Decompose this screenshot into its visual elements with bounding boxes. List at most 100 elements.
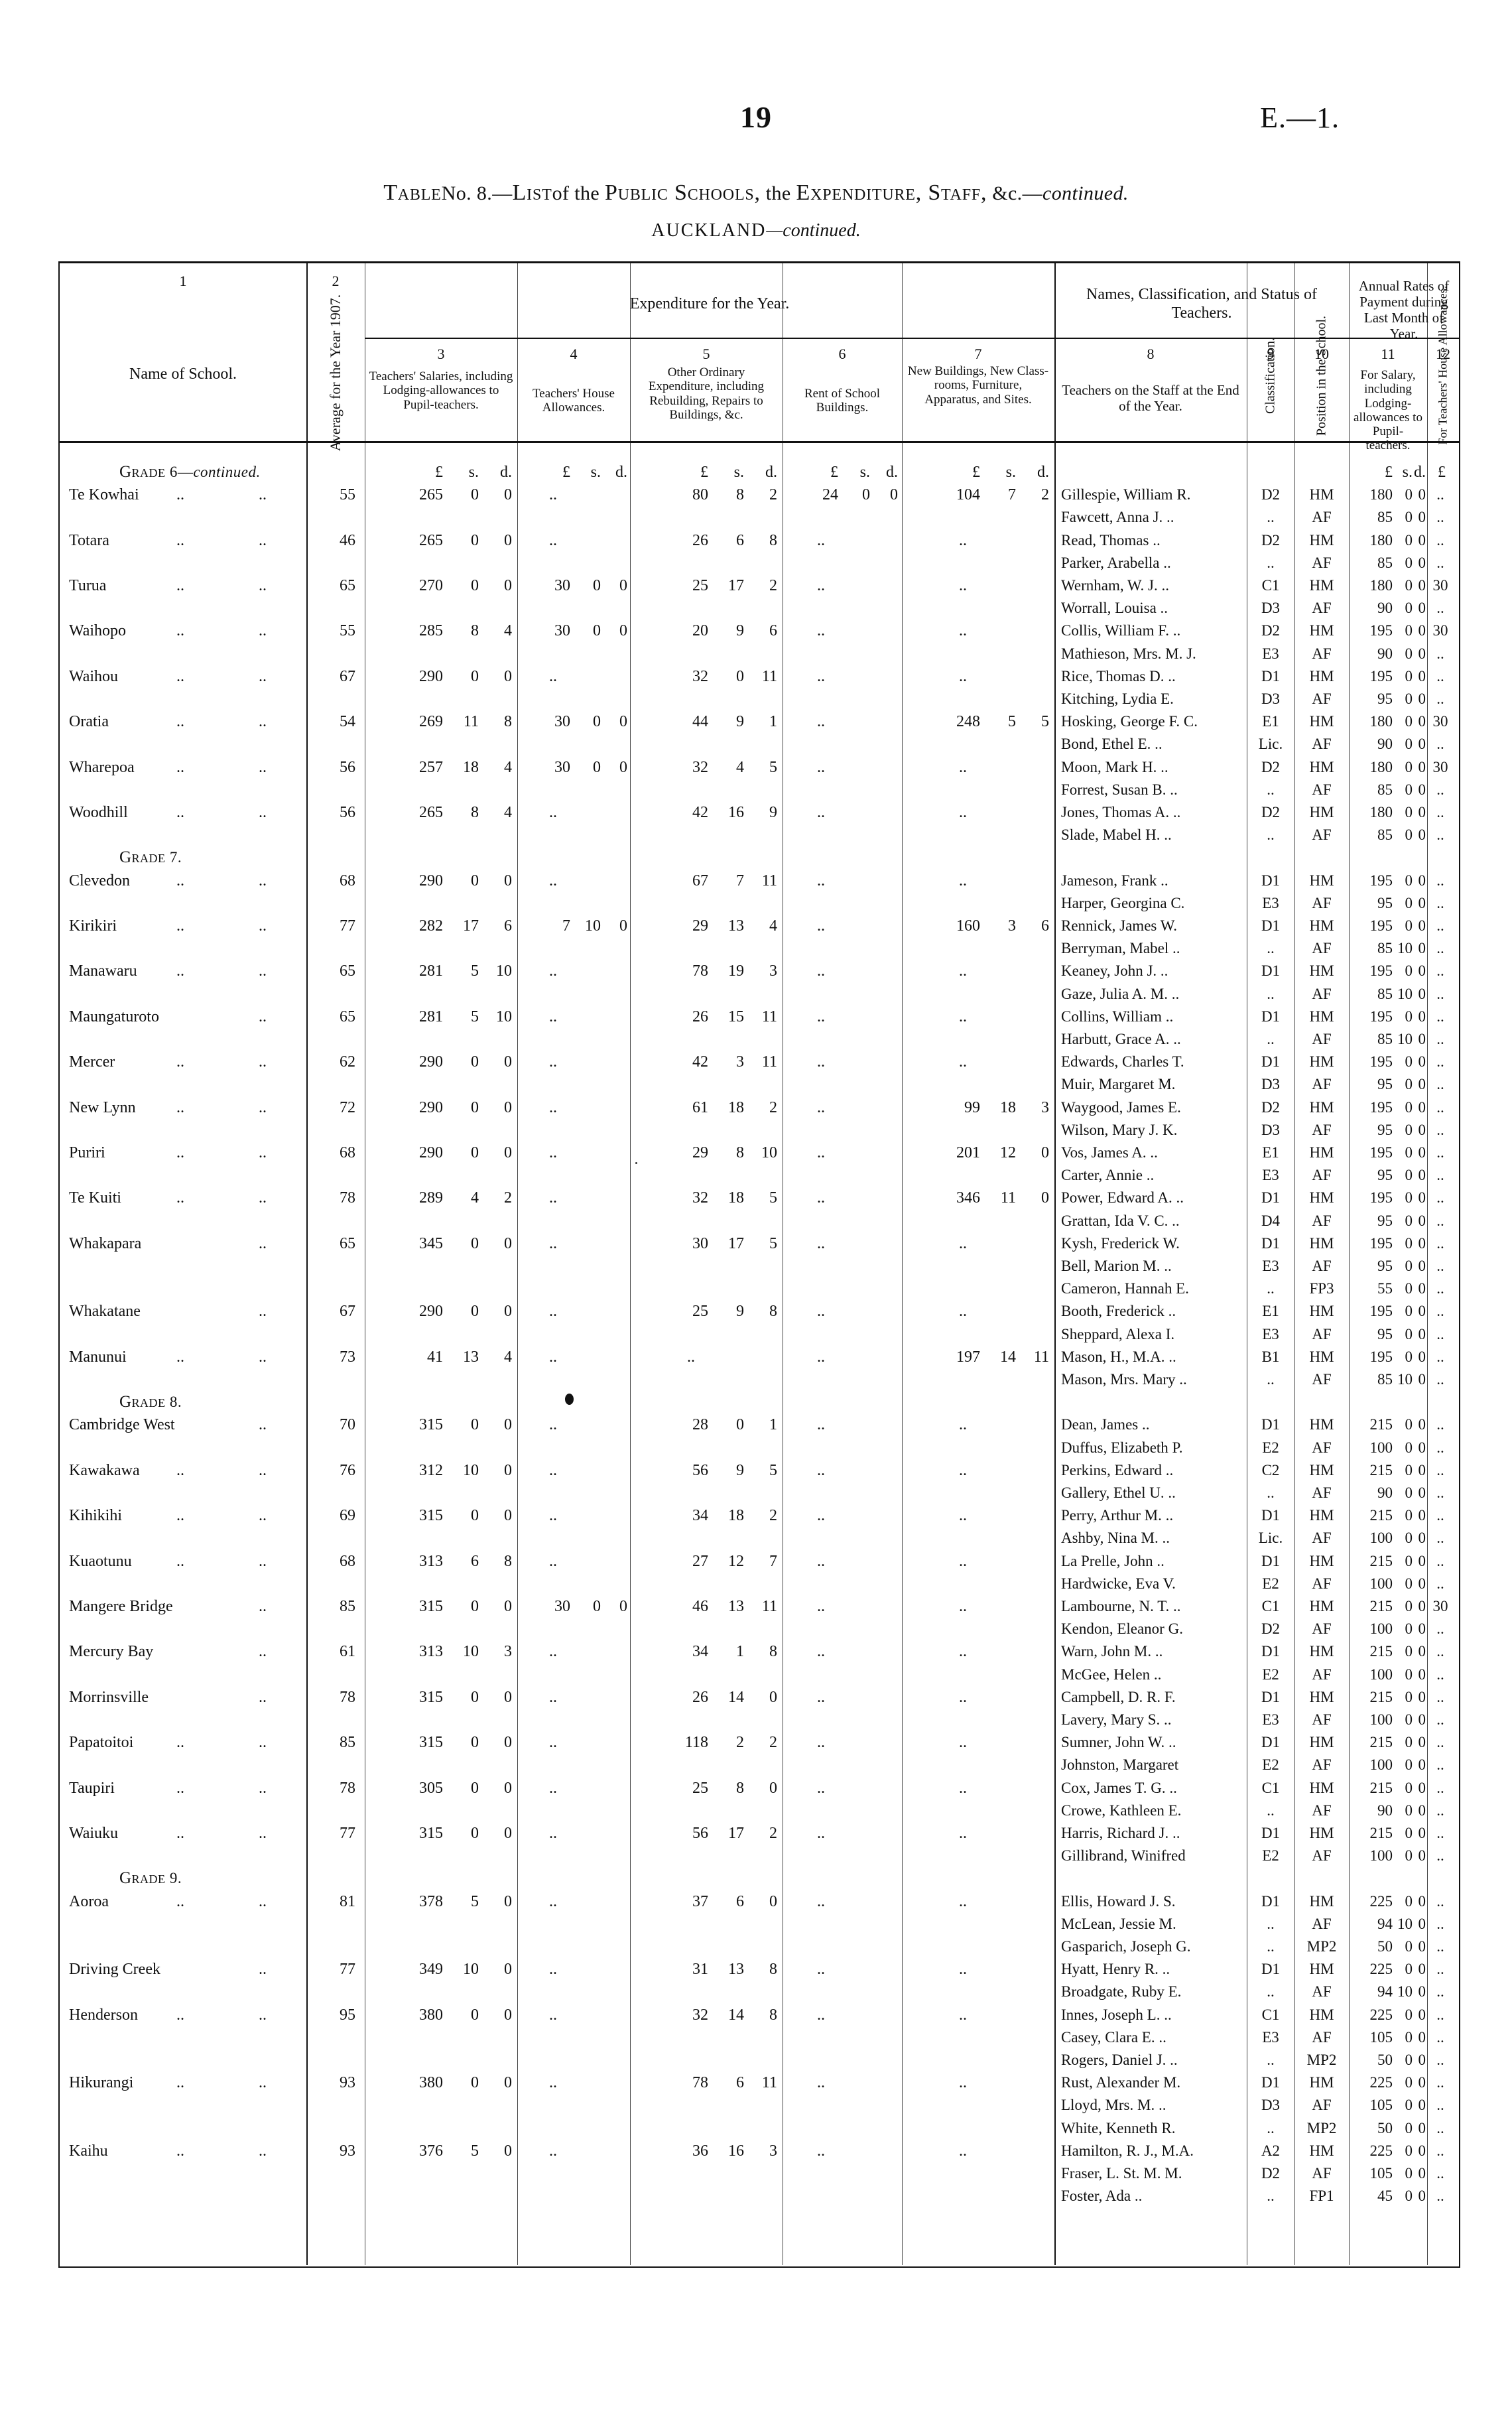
new-buildings-empty: .. bbox=[959, 1008, 967, 1025]
other-ordinary-expenditure-pounds: 67 bbox=[692, 872, 708, 889]
other-ordinary-expenditure-pounds: 44 bbox=[692, 713, 708, 731]
teacher-salary-pounds: 195 bbox=[1369, 1348, 1393, 1365]
teacher-salary-shillings: 0 bbox=[1405, 1734, 1413, 1751]
school-name: Oratia bbox=[69, 713, 109, 731]
teacher-position: AF bbox=[1312, 1847, 1332, 1865]
teachers-salaries-shillings: 18 bbox=[463, 758, 479, 776]
teachers-house-allowance-empty: .. bbox=[549, 1189, 557, 1207]
teachers-house-allowance-pounds: 30 bbox=[554, 622, 570, 640]
header-col-for-house-allowances: For Teachers' House Allowances. bbox=[1436, 285, 1450, 445]
teachers-salaries-pence: 0 bbox=[504, 1507, 512, 1525]
teacher-position: HM bbox=[1309, 1416, 1334, 1433]
teachers-salaries-pounds: 290 bbox=[419, 1144, 443, 1161]
other-ordinary-expenditure-pence: 9 bbox=[769, 804, 777, 821]
teacher-salary-pounds: 94 bbox=[1377, 1915, 1393, 1932]
school-name-leader-dots: .. bbox=[176, 1144, 184, 1161]
teachers-salaries-pounds: 313 bbox=[419, 1643, 443, 1661]
teachers-salaries-pounds: 290 bbox=[419, 667, 443, 685]
teacher-name: Fraser, L. St. M. M. bbox=[1061, 2165, 1182, 2182]
school-name: Manunui bbox=[69, 1348, 127, 1366]
teacher-position: HM bbox=[1309, 758, 1334, 775]
teacher-salary-pence: 0 bbox=[1418, 2028, 1426, 2046]
teachers-salaries-shillings: 10 bbox=[463, 1461, 479, 1479]
new-buildings-empty: .. bbox=[959, 1053, 967, 1071]
teacher-salary-shillings: 0 bbox=[1405, 1212, 1413, 1229]
teacher-position: AF bbox=[1312, 1756, 1332, 1774]
teacher-salary-pounds: 195 bbox=[1369, 1144, 1393, 1161]
teachers-salaries-pounds: 41 bbox=[427, 1348, 443, 1366]
header-col-number-10: 10 bbox=[1314, 346, 1329, 362]
teacher-salary-pence: 0 bbox=[1418, 1552, 1426, 1569]
teacher-name: Lambourne, N. T. .. bbox=[1061, 1598, 1181, 1614]
teacher-name: Lloyd, Mrs. M. .. bbox=[1061, 2097, 1166, 2114]
school-name: Waiuku bbox=[69, 1825, 119, 1842]
other-ordinary-expenditure-pence: 0 bbox=[769, 1688, 777, 1706]
teacher-classification: D1 bbox=[1261, 872, 1281, 889]
teacher-house-allowance-empty: .. bbox=[1436, 531, 1444, 549]
new-buildings-empty: .. bbox=[959, 1734, 967, 1752]
teachers-salaries-pounds: 315 bbox=[419, 1825, 443, 1842]
new-buildings-empty: .. bbox=[959, 758, 967, 776]
teacher-house-allowance-empty: .. bbox=[1436, 509, 1444, 526]
other-ordinary-expenditure-shillings: 1 bbox=[736, 1643, 744, 1661]
teacher-name: Fawcett, Anna J. .. bbox=[1061, 509, 1174, 526]
teacher-classification: .. bbox=[1267, 1915, 1275, 1932]
teacher-salary-pence: 0 bbox=[1418, 1983, 1426, 2000]
teacher-name: Lavery, Mary S. .. bbox=[1061, 1711, 1172, 1728]
teacher-house-allowance-empty: .. bbox=[1436, 1234, 1444, 1252]
teachers-salaries-shillings: 0 bbox=[471, 2006, 479, 2024]
teachers-salaries-pounds: 265 bbox=[419, 531, 443, 549]
teacher-salary-shillings: 0 bbox=[1405, 2006, 1413, 2023]
teacher-house-allowance-empty: .. bbox=[1436, 1325, 1444, 1342]
school-name-trailing-dots: .. bbox=[259, 1348, 267, 1366]
teacher-salary-pounds: 195 bbox=[1369, 917, 1393, 934]
school-name-leader-dots: .. bbox=[176, 531, 184, 549]
teacher-house-allowance-empty: .. bbox=[1436, 985, 1444, 1002]
teacher-position: AF bbox=[1312, 1439, 1332, 1456]
ink-speck-artifact bbox=[635, 1162, 637, 1165]
teacher-position: AF bbox=[1312, 1711, 1332, 1728]
teachers-salaries-pounds: 315 bbox=[419, 1688, 443, 1706]
teacher-salary-pounds: 45 bbox=[1377, 2188, 1393, 2205]
header-col-average-for-year: Average for the Year 1907. bbox=[327, 294, 344, 452]
teachers-house-allowance-empty: .. bbox=[549, 1688, 557, 1706]
header-col-number-5: 5 bbox=[702, 346, 710, 362]
other-ordinary-expenditure-pence: 11 bbox=[761, 1008, 777, 1025]
money-symbol-shillings-c7: s. bbox=[1005, 464, 1016, 481]
other-ordinary-expenditure-shillings: 9 bbox=[736, 1461, 744, 1479]
teacher-salary-pence: 0 bbox=[1418, 1053, 1426, 1071]
average-attendance: 68 bbox=[340, 1552, 355, 1570]
teacher-house-allowance-empty: .. bbox=[1436, 1212, 1444, 1229]
teachers-salaries-pounds: 380 bbox=[419, 2006, 443, 2024]
school-name-trailing-dots: .. bbox=[259, 1598, 267, 1615]
teacher-classification: D1 bbox=[1261, 1643, 1281, 1660]
school-name-leader-dots: .. bbox=[176, 1825, 184, 1842]
teachers-salaries-pence: 0 bbox=[504, 2074, 512, 2092]
teachers-house-allowance-pence: 0 bbox=[619, 917, 627, 935]
other-ordinary-expenditure-pence: 2 bbox=[769, 577, 777, 594]
teacher-position: AF bbox=[1312, 1983, 1332, 2000]
teachers-salaries-shillings: 5 bbox=[471, 1892, 479, 1910]
teacher-salary-pounds: 195 bbox=[1369, 667, 1393, 685]
new-buildings-shillings: 12 bbox=[1000, 1144, 1016, 1161]
teachers-salaries-pounds: 290 bbox=[419, 872, 443, 889]
teacher-house-allowance-empty: .. bbox=[1436, 1416, 1444, 1433]
teacher-position: HM bbox=[1309, 1144, 1334, 1161]
teachers-salaries-pence: 0 bbox=[504, 1961, 512, 1979]
header-col-teachers-salaries: Teachers' Salaries, including Lodging-al… bbox=[369, 369, 513, 412]
teacher-classification: D3 bbox=[1261, 1121, 1281, 1138]
teacher-position: HM bbox=[1309, 2074, 1334, 2091]
teacher-salary-shillings: 0 bbox=[1405, 1303, 1413, 1320]
teacher-position: HM bbox=[1309, 1053, 1334, 1071]
other-ordinary-expenditure-pounds: 25 bbox=[692, 577, 708, 594]
other-ordinary-expenditure-shillings: 2 bbox=[736, 1734, 744, 1752]
teacher-classification: D1 bbox=[1261, 1688, 1281, 1705]
teacher-salary-shillings: 0 bbox=[1405, 1325, 1413, 1342]
teacher-salary-pounds: 100 bbox=[1369, 1439, 1393, 1456]
grade-heading-number: 9. bbox=[165, 1870, 182, 1887]
school-name-leader-dots: .. bbox=[176, 577, 184, 594]
school-name: Kuaotunu bbox=[69, 1552, 132, 1570]
teacher-position: HM bbox=[1309, 1098, 1334, 1116]
teachers-salaries-pounds: 290 bbox=[419, 1053, 443, 1071]
header-col-number-4: 4 bbox=[570, 346, 578, 362]
